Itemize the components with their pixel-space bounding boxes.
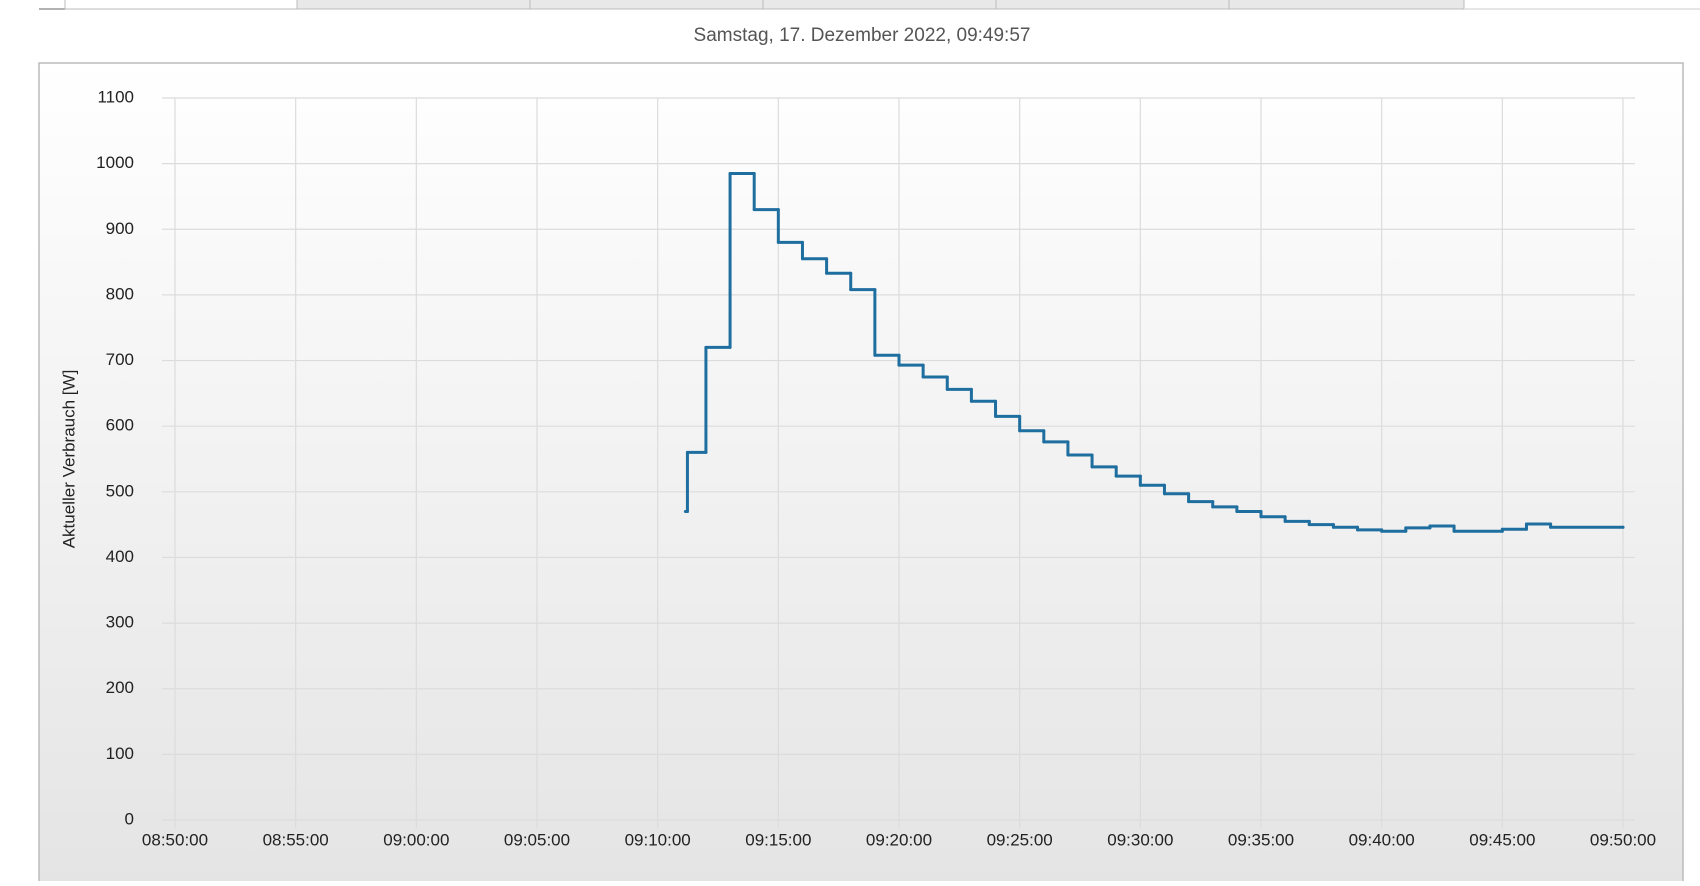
x-tick-label: 09:05:00 [504, 830, 570, 849]
chart-frame [38, 62, 1684, 886]
y-axis-label: Aktueller Verbrauch [W] [59, 370, 78, 549]
y-tick-label: 800 [106, 284, 134, 303]
x-tick-label: 09:10:00 [625, 830, 691, 849]
tab[interactable] [64, 0, 298, 10]
x-tick-label: 09:25:00 [987, 830, 1053, 849]
plot: 0 100 200 300 400 500 600 700 800 900 1000 1100 08:5… [96, 87, 1656, 849]
y-tick-label: 300 [106, 613, 134, 632]
y-tick-label: 200 [106, 678, 134, 697]
tab[interactable] [1228, 0, 1465, 10]
y-tick-label: 500 [106, 481, 134, 500]
x-tick-label: 09:30:00 [1107, 830, 1173, 849]
x-tick-label: 09:20:00 [866, 830, 932, 849]
y-tick-label: 1100 [97, 87, 134, 106]
tab[interactable] [762, 0, 997, 10]
y-tick-label: 1000 [96, 153, 134, 172]
x-tick-label: 09:50:00 [1590, 830, 1656, 849]
tab-bar [39, 0, 1700, 10]
y-tick-label: 700 [106, 350, 134, 369]
x-tick-label: 09:40:00 [1349, 830, 1415, 849]
y-tick-label: 600 [106, 416, 134, 435]
chart-title: Samstag, 17. Dezember 2022, 09:49:57 [694, 25, 1031, 46]
y-tick-label: 400 [106, 547, 134, 566]
y-tick-label: 900 [106, 219, 134, 238]
x-tick-label: 09:15:00 [745, 830, 811, 849]
x-tick-label: 09:00:00 [383, 830, 449, 849]
tab[interactable] [995, 0, 1230, 10]
x-tick-label: 09:45:00 [1469, 830, 1535, 849]
tab[interactable] [296, 0, 531, 10]
y-tick-label: 100 [106, 744, 134, 763]
y-tick-label: 0 [125, 809, 134, 828]
x-tick-label: 08:50:00 [142, 830, 208, 849]
x-tick-label: 09:35:00 [1228, 830, 1294, 849]
x-tick-label: 08:55:00 [263, 830, 329, 849]
tab[interactable] [529, 0, 764, 10]
